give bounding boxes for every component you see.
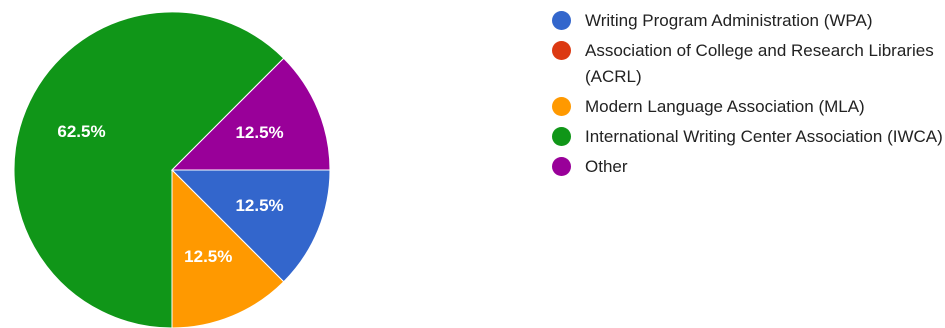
slice-label-wpa: 12.5% [235, 196, 283, 215]
legend-label-iwca: International Writing Center Association… [585, 127, 943, 146]
legend-label-other: Other [585, 157, 628, 176]
pie-slice-other[interactable] [170, 57, 331, 171]
legend-label-mla: Modern Language Association (MLA) [585, 97, 865, 116]
legend-item-wpa[interactable]: Writing Program Administration (WPA) [552, 8, 945, 34]
slice-label-mla: 12.5% [184, 247, 232, 266]
legend-swatch-wpa [552, 11, 571, 30]
pie-slice-wpa[interactable] [170, 169, 331, 283]
legend-swatch-other [552, 157, 571, 176]
legend-item-acrl[interactable]: Association of College and Research Libr… [552, 38, 945, 90]
legend-swatch-mla [552, 97, 571, 116]
pie-slice-iwca[interactable] [13, 11, 285, 328]
legend-swatch-acrl [552, 41, 571, 60]
legend-item-mla[interactable]: Modern Language Association (MLA) [552, 94, 945, 120]
legend-item-iwca[interactable]: International Writing Center Association… [552, 124, 945, 150]
slice-label-iwca: 62.5% [57, 122, 105, 141]
legend-swatch-iwca [552, 127, 571, 146]
legend-label-wpa: Writing Program Administration (WPA) [585, 11, 873, 30]
legend-label-acrl: Association of College and Research Libr… [585, 41, 934, 86]
pie-chart: 12.5% 12.5% 62.5% 12.5% [13, 11, 331, 328]
legend: Writing Program Administration (WPA) Ass… [552, 8, 945, 184]
slice-label-other: 12.5% [235, 123, 283, 142]
legend-item-other[interactable]: Other [552, 154, 945, 180]
